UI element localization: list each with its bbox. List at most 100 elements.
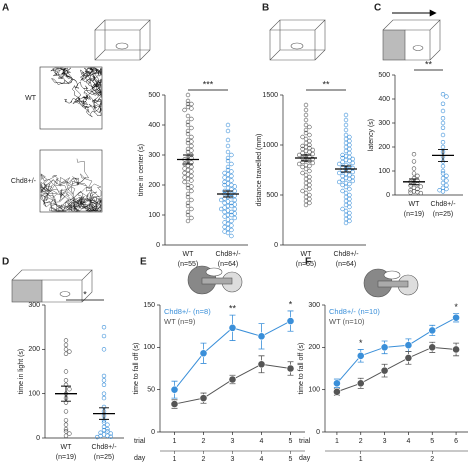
dot — [189, 215, 194, 221]
point — [356, 351, 365, 360]
dot — [343, 112, 349, 118]
y-tick-label: 100 — [308, 387, 320, 394]
x-tick-label: 3 — [383, 438, 387, 445]
y-tick-label: 0 — [316, 429, 320, 436]
y-tick-label: 500 — [266, 192, 278, 199]
dot — [185, 128, 191, 134]
dot — [185, 203, 191, 209]
dot — [232, 184, 238, 189]
dot — [300, 159, 305, 165]
dot — [340, 182, 345, 188]
dot — [307, 124, 312, 130]
dot — [225, 164, 231, 170]
point — [333, 379, 341, 388]
dot — [63, 342, 69, 348]
point — [356, 379, 365, 388]
dot — [408, 190, 413, 195]
trajectory — [49, 67, 102, 118]
panel-letter: D — [2, 257, 9, 268]
sig-label: ** — [425, 59, 433, 69]
dot — [343, 202, 349, 208]
dot — [440, 101, 446, 107]
panel-letter: E — [140, 257, 147, 268]
dot — [411, 171, 417, 176]
dot — [185, 92, 191, 98]
legend-entry: WT (n=9) — [164, 317, 196, 326]
dot — [307, 149, 312, 155]
dot — [440, 140, 446, 145]
dot — [350, 169, 355, 175]
image-label: Chd8+/- — [11, 178, 37, 185]
dot — [411, 152, 417, 157]
y-tick-label: 500 — [378, 72, 390, 79]
dot — [185, 185, 191, 191]
box-sketch — [382, 9, 441, 61]
point — [170, 400, 179, 408]
day-tick-label: 2 — [430, 456, 434, 463]
dot — [350, 160, 355, 166]
legend-entry: WT (n=10) — [329, 317, 365, 326]
y-axis-label: time in light (s) — [18, 349, 25, 395]
series-line — [336, 346, 457, 393]
dot — [185, 209, 191, 215]
dot — [189, 173, 194, 179]
y-tick-label: 0 — [156, 242, 160, 249]
dot — [67, 387, 72, 392]
day-tick-label: 2 — [202, 456, 206, 463]
annotation: * — [454, 302, 458, 312]
y-tick-label: 400 — [378, 96, 390, 103]
dot — [343, 117, 349, 123]
point — [257, 332, 266, 341]
dot — [185, 149, 191, 155]
dot — [343, 184, 349, 190]
dot — [98, 430, 103, 435]
dot — [440, 125, 446, 131]
y-tick-label: 300 — [378, 120, 390, 127]
x-tick-label: 2 — [202, 438, 206, 445]
dot — [185, 200, 191, 206]
sem-bar — [99, 407, 109, 420]
dot — [415, 173, 420, 179]
x-tick-label: 2 — [359, 438, 363, 445]
dot — [347, 181, 352, 187]
dot — [219, 197, 224, 203]
point — [452, 345, 460, 354]
dot — [101, 378, 107, 383]
n-label: (n=64) — [336, 261, 356, 268]
dot — [350, 178, 355, 184]
dot — [408, 183, 413, 188]
trajectory-images — [39, 66, 103, 213]
y-tick-label: 0 — [274, 242, 278, 249]
dot — [189, 106, 194, 111]
dot — [343, 122, 349, 128]
dot — [222, 209, 227, 215]
dot — [63, 351, 69, 356]
dot — [307, 132, 312, 138]
dot — [182, 107, 187, 113]
point — [404, 341, 413, 350]
sem-bar — [223, 190, 233, 198]
dot — [440, 180, 446, 186]
dot — [182, 179, 187, 185]
dot — [303, 202, 309, 208]
dot — [340, 206, 345, 212]
day-tick-label: 4 — [260, 456, 264, 463]
dot — [440, 176, 446, 181]
dot — [189, 134, 194, 140]
point — [199, 349, 208, 358]
x-axis-label: trial — [299, 438, 311, 445]
panel-letter: B — [262, 3, 269, 14]
dot — [307, 200, 312, 206]
dot — [411, 159, 417, 164]
y-tick-label: 150 — [143, 302, 155, 309]
y-tick-label: 200 — [308, 344, 320, 351]
dot — [337, 179, 342, 185]
dot — [63, 433, 69, 438]
n-label: (n=25) — [94, 454, 114, 461]
panel-letter: F — [305, 257, 311, 268]
y-tick-label: 1500 — [262, 92, 278, 99]
dot — [340, 188, 345, 194]
dot — [229, 212, 234, 218]
series-line — [174, 363, 291, 405]
